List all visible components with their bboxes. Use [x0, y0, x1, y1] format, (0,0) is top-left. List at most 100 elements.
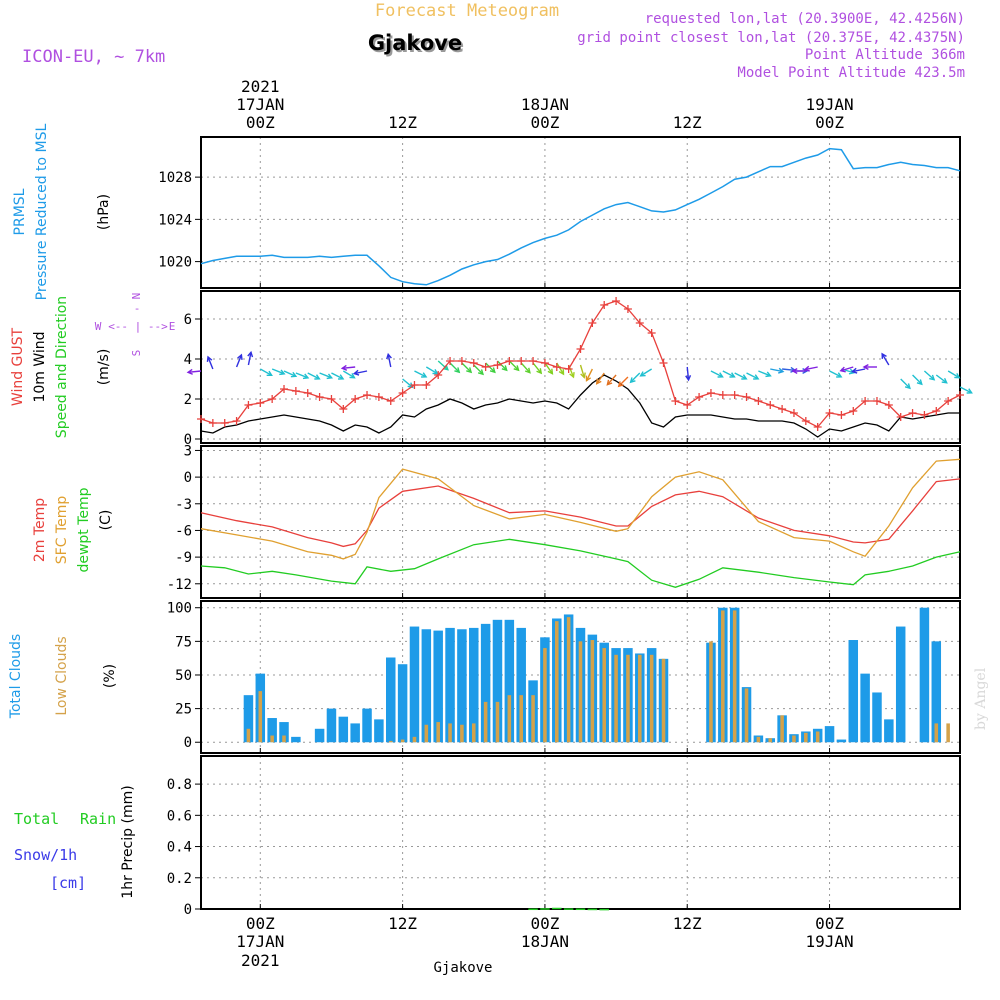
- wind-arrow-head: [442, 364, 449, 371]
- total-cloud-bar: [931, 641, 942, 743]
- panels: 1020102410280246-12-9-6-303025507510000.…: [8, 77, 973, 970]
- wind-arrow: [686, 366, 690, 381]
- gust-point: [493, 361, 502, 369]
- low-cloud-bar: [780, 715, 784, 743]
- rain-bar: [540, 908, 550, 910]
- wind-arrow-head: [314, 374, 321, 380]
- gust-point: [884, 401, 893, 409]
- wind-arrow: [283, 370, 297, 377]
- total-cloud-bar: [421, 629, 432, 743]
- bottom-year-label: 2021: [241, 951, 280, 970]
- wind-arrow: [496, 360, 508, 371]
- wind-arrow: [734, 372, 747, 380]
- wind-arrow: [585, 368, 593, 381]
- y-tick-label: 0.2: [167, 871, 192, 887]
- gust-point: [837, 411, 846, 419]
- top-time-label: 00Z: [246, 113, 275, 132]
- wind-arrow-head: [850, 367, 858, 374]
- wind-unit: (m/s): [96, 349, 112, 386]
- temp-unit: (C): [98, 510, 114, 531]
- gust-point: [422, 381, 431, 389]
- low-cloud-bar: [246, 728, 251, 743]
- wind-arrow-head: [836, 372, 843, 378]
- low-cloud-bar: [709, 641, 713, 743]
- total-cloud-bar: [457, 629, 467, 743]
- wind-arrow-head: [247, 350, 254, 358]
- wind-arrow-head: [941, 377, 948, 384]
- wind-arrow: [556, 362, 565, 375]
- total-cloud-bar: [433, 630, 443, 743]
- panel-frame: [200, 755, 961, 910]
- y-tick-label: 3: [184, 443, 192, 459]
- wind-arrow: [295, 372, 309, 379]
- low-clouds-label: Low Clouds: [54, 636, 70, 715]
- wind-arrow: [532, 362, 542, 374]
- wind-arrow: [758, 370, 771, 377]
- gust-point: [801, 417, 810, 425]
- gust-point: [351, 395, 360, 403]
- gust-point: [315, 393, 324, 401]
- gust-point: [268, 395, 277, 403]
- wind-arrow-head: [617, 381, 624, 388]
- wind-arrow-head: [237, 353, 243, 360]
- gust-point: [766, 401, 775, 409]
- low-cloud-bar: [282, 735, 286, 743]
- requested-coords: requested lon,lat (20.3900E, 42.4256N): [645, 11, 965, 27]
- panel-pressure: 1020 1024 1028: [158, 136, 961, 289]
- y-tick-label: 0: [184, 432, 192, 448]
- gust-point: [303, 389, 312, 397]
- wind-arrow-head: [778, 367, 785, 374]
- gust-point: [410, 381, 419, 389]
- total-cloud-bar: [326, 708, 337, 743]
- low-cloud-bar: [400, 739, 405, 743]
- low-cloud-bar: [471, 723, 476, 743]
- wind-arrow-head: [524, 367, 531, 374]
- dewpoint-label: dewpt Temp: [76, 487, 92, 572]
- wind-arrow-head: [186, 368, 193, 375]
- y-tick-label: 4: [184, 352, 192, 368]
- wind-arrow-head: [349, 373, 356, 379]
- gust-point: [635, 319, 644, 327]
- low-cloud-bar: [602, 648, 606, 743]
- wind-arrow: [722, 370, 735, 378]
- y-tick-label: -12: [167, 577, 192, 593]
- total-cloud-bar: [469, 627, 479, 743]
- low-cloud-bar: [649, 654, 654, 743]
- y-tick-label: -9: [175, 550, 192, 566]
- wind-arrow-head: [266, 370, 273, 377]
- total-cloud-bar: [279, 722, 289, 743]
- gust-point: [944, 397, 953, 405]
- gust-point: [588, 319, 597, 327]
- gust-point: [197, 415, 205, 423]
- gust-point: [695, 393, 704, 401]
- low-cloud-bar: [555, 621, 559, 743]
- wind-arrow-head: [904, 383, 911, 390]
- gust-point: [564, 365, 573, 373]
- wind-arrow-head: [489, 367, 496, 374]
- low-cloud-bar: [566, 617, 571, 743]
- gust-point: [896, 413, 905, 421]
- total-cloud-bar: [872, 692, 882, 743]
- wind-arrow: [746, 372, 759, 380]
- wind-arrow: [710, 370, 723, 378]
- compass: N - W <-- | --> E S: [95, 293, 176, 357]
- panel-frame: [200, 445, 961, 599]
- wind-arrow: [247, 352, 252, 366]
- gust-point: [932, 407, 941, 415]
- precip-total-label: Total: [14, 810, 59, 828]
- rain-bar: [587, 908, 598, 911]
- watermark: by Angel: [973, 667, 989, 730]
- wind-arrow: [935, 374, 948, 384]
- bottom-time-label: 00Z: [530, 914, 559, 933]
- wind-arrow-head: [513, 365, 520, 372]
- pressure-label-1: PRMSL: [12, 188, 28, 235]
- gust-point: [280, 385, 289, 393]
- point-altitude: Point Altitude 366m: [805, 47, 965, 63]
- wind-arrow-head: [729, 372, 736, 378]
- wind-arrow-head: [606, 379, 613, 386]
- wind-arrow-head: [326, 373, 334, 380]
- low-cloud-bar: [934, 723, 939, 743]
- gust-point: [718, 391, 727, 399]
- wind-arrow-head: [685, 375, 692, 382]
